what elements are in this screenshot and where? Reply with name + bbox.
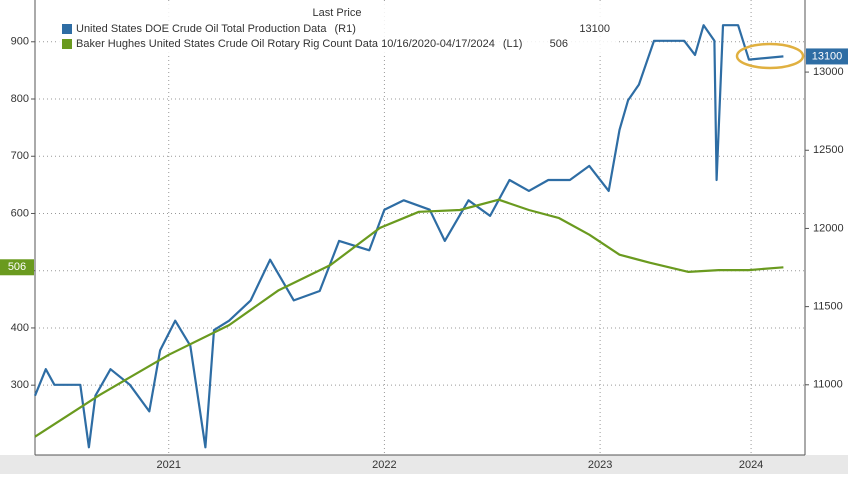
legend-swatch: [62, 24, 72, 34]
y2-tick-label: 11500: [813, 301, 843, 313]
y-tick-label: 300: [11, 379, 29, 391]
y-tick-label: 700: [11, 150, 29, 162]
legend-box: [58, 4, 618, 54]
x-tick-label: 2021: [156, 459, 180, 471]
series-line: [33, 24, 784, 449]
last-value-label: 13100: [812, 50, 843, 62]
x-tick-label: 2024: [739, 459, 763, 471]
x-tick-label: 2023: [588, 459, 612, 471]
grid: 3004005006007008009001100011500120001250…: [11, 0, 844, 471]
y2-tick-label: 12500: [813, 144, 844, 156]
legend-label: Baker Hughes United States Crude Oil Rot…: [76, 38, 495, 50]
x-axis-band: [0, 455, 848, 474]
last-value-badge: [0, 259, 34, 276]
highlight-ellipse: [735, 42, 805, 70]
y-tick-label: 900: [11, 36, 29, 48]
x-tick-label: 2022: [372, 459, 396, 471]
legend-label: United States DOE Crude Oil Total Produc…: [76, 23, 327, 35]
legend-swatch: [62, 39, 72, 49]
y2-tick-label: 12000: [813, 222, 844, 234]
y2-tick-label: 11000: [813, 379, 843, 391]
series: [33, 24, 784, 449]
y-tick-label: 600: [11, 207, 29, 219]
legend-value: 13100: [579, 23, 610, 35]
last-value-badge: [806, 48, 848, 65]
legend-title: Last Price: [313, 7, 362, 19]
series-line: [34, 198, 784, 438]
last-value-label: 506: [8, 261, 26, 273]
y-tick-label: 800: [11, 93, 29, 105]
legend-value: 506: [550, 38, 568, 50]
legend: United States DOE Crude Oil Total Produc…: [62, 23, 610, 50]
legend-axis-tag: (L1): [503, 38, 523, 50]
legend-axis-tag: (R1): [334, 23, 355, 35]
y-tick-label: 400: [11, 322, 29, 334]
y2-tick-label: 13000: [813, 66, 844, 78]
